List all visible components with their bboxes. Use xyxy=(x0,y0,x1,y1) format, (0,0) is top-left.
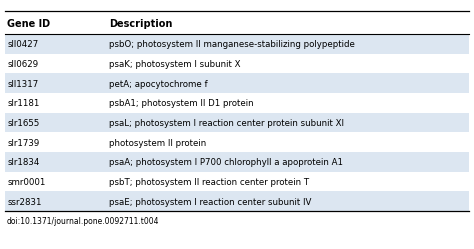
Bar xyxy=(5,172,469,191)
Text: slr1181: slr1181 xyxy=(7,99,39,109)
Bar xyxy=(5,93,469,113)
Text: sll0427: sll0427 xyxy=(7,40,38,50)
Text: photosystem II protein: photosystem II protein xyxy=(109,139,206,148)
Bar xyxy=(5,191,469,211)
Text: petA; apocytochrome f: petA; apocytochrome f xyxy=(109,80,208,89)
Bar xyxy=(5,152,469,172)
Text: slr1834: slr1834 xyxy=(7,158,39,168)
Bar xyxy=(5,73,469,93)
Text: ssr2831: ssr2831 xyxy=(7,198,42,207)
Text: psbO; photosystem II manganese-stabilizing polypeptide: psbO; photosystem II manganese-stabilizi… xyxy=(109,40,355,50)
Text: psaL; photosystem I reaction center protein subunit XI: psaL; photosystem I reaction center prot… xyxy=(109,119,344,128)
Text: sll0629: sll0629 xyxy=(7,60,38,69)
Text: slr1655: slr1655 xyxy=(7,119,39,128)
Text: smr0001: smr0001 xyxy=(7,178,46,187)
Text: Gene ID: Gene ID xyxy=(7,19,50,29)
Bar xyxy=(5,11,469,34)
Bar xyxy=(5,113,469,132)
Text: Description: Description xyxy=(109,19,173,29)
Bar xyxy=(5,132,469,152)
Text: psaA; photosystem I P700 chlorophyll a apoprotein A1: psaA; photosystem I P700 chlorophyll a a… xyxy=(109,158,343,168)
Bar xyxy=(5,34,469,54)
Text: doi:10.1371/journal.pone.0092711.t004: doi:10.1371/journal.pone.0092711.t004 xyxy=(7,217,160,226)
Text: slr1739: slr1739 xyxy=(7,139,39,148)
Text: psbT; photosystem II reaction center protein T: psbT; photosystem II reaction center pro… xyxy=(109,178,309,187)
Bar xyxy=(5,54,469,73)
Text: psaK; photosystem I subunit X: psaK; photosystem I subunit X xyxy=(109,60,240,69)
Text: psaE; photosystem I reaction center subunit IV: psaE; photosystem I reaction center subu… xyxy=(109,198,311,207)
Text: psbA1; photosystem II D1 protein: psbA1; photosystem II D1 protein xyxy=(109,99,254,109)
Text: sll1317: sll1317 xyxy=(7,80,38,89)
